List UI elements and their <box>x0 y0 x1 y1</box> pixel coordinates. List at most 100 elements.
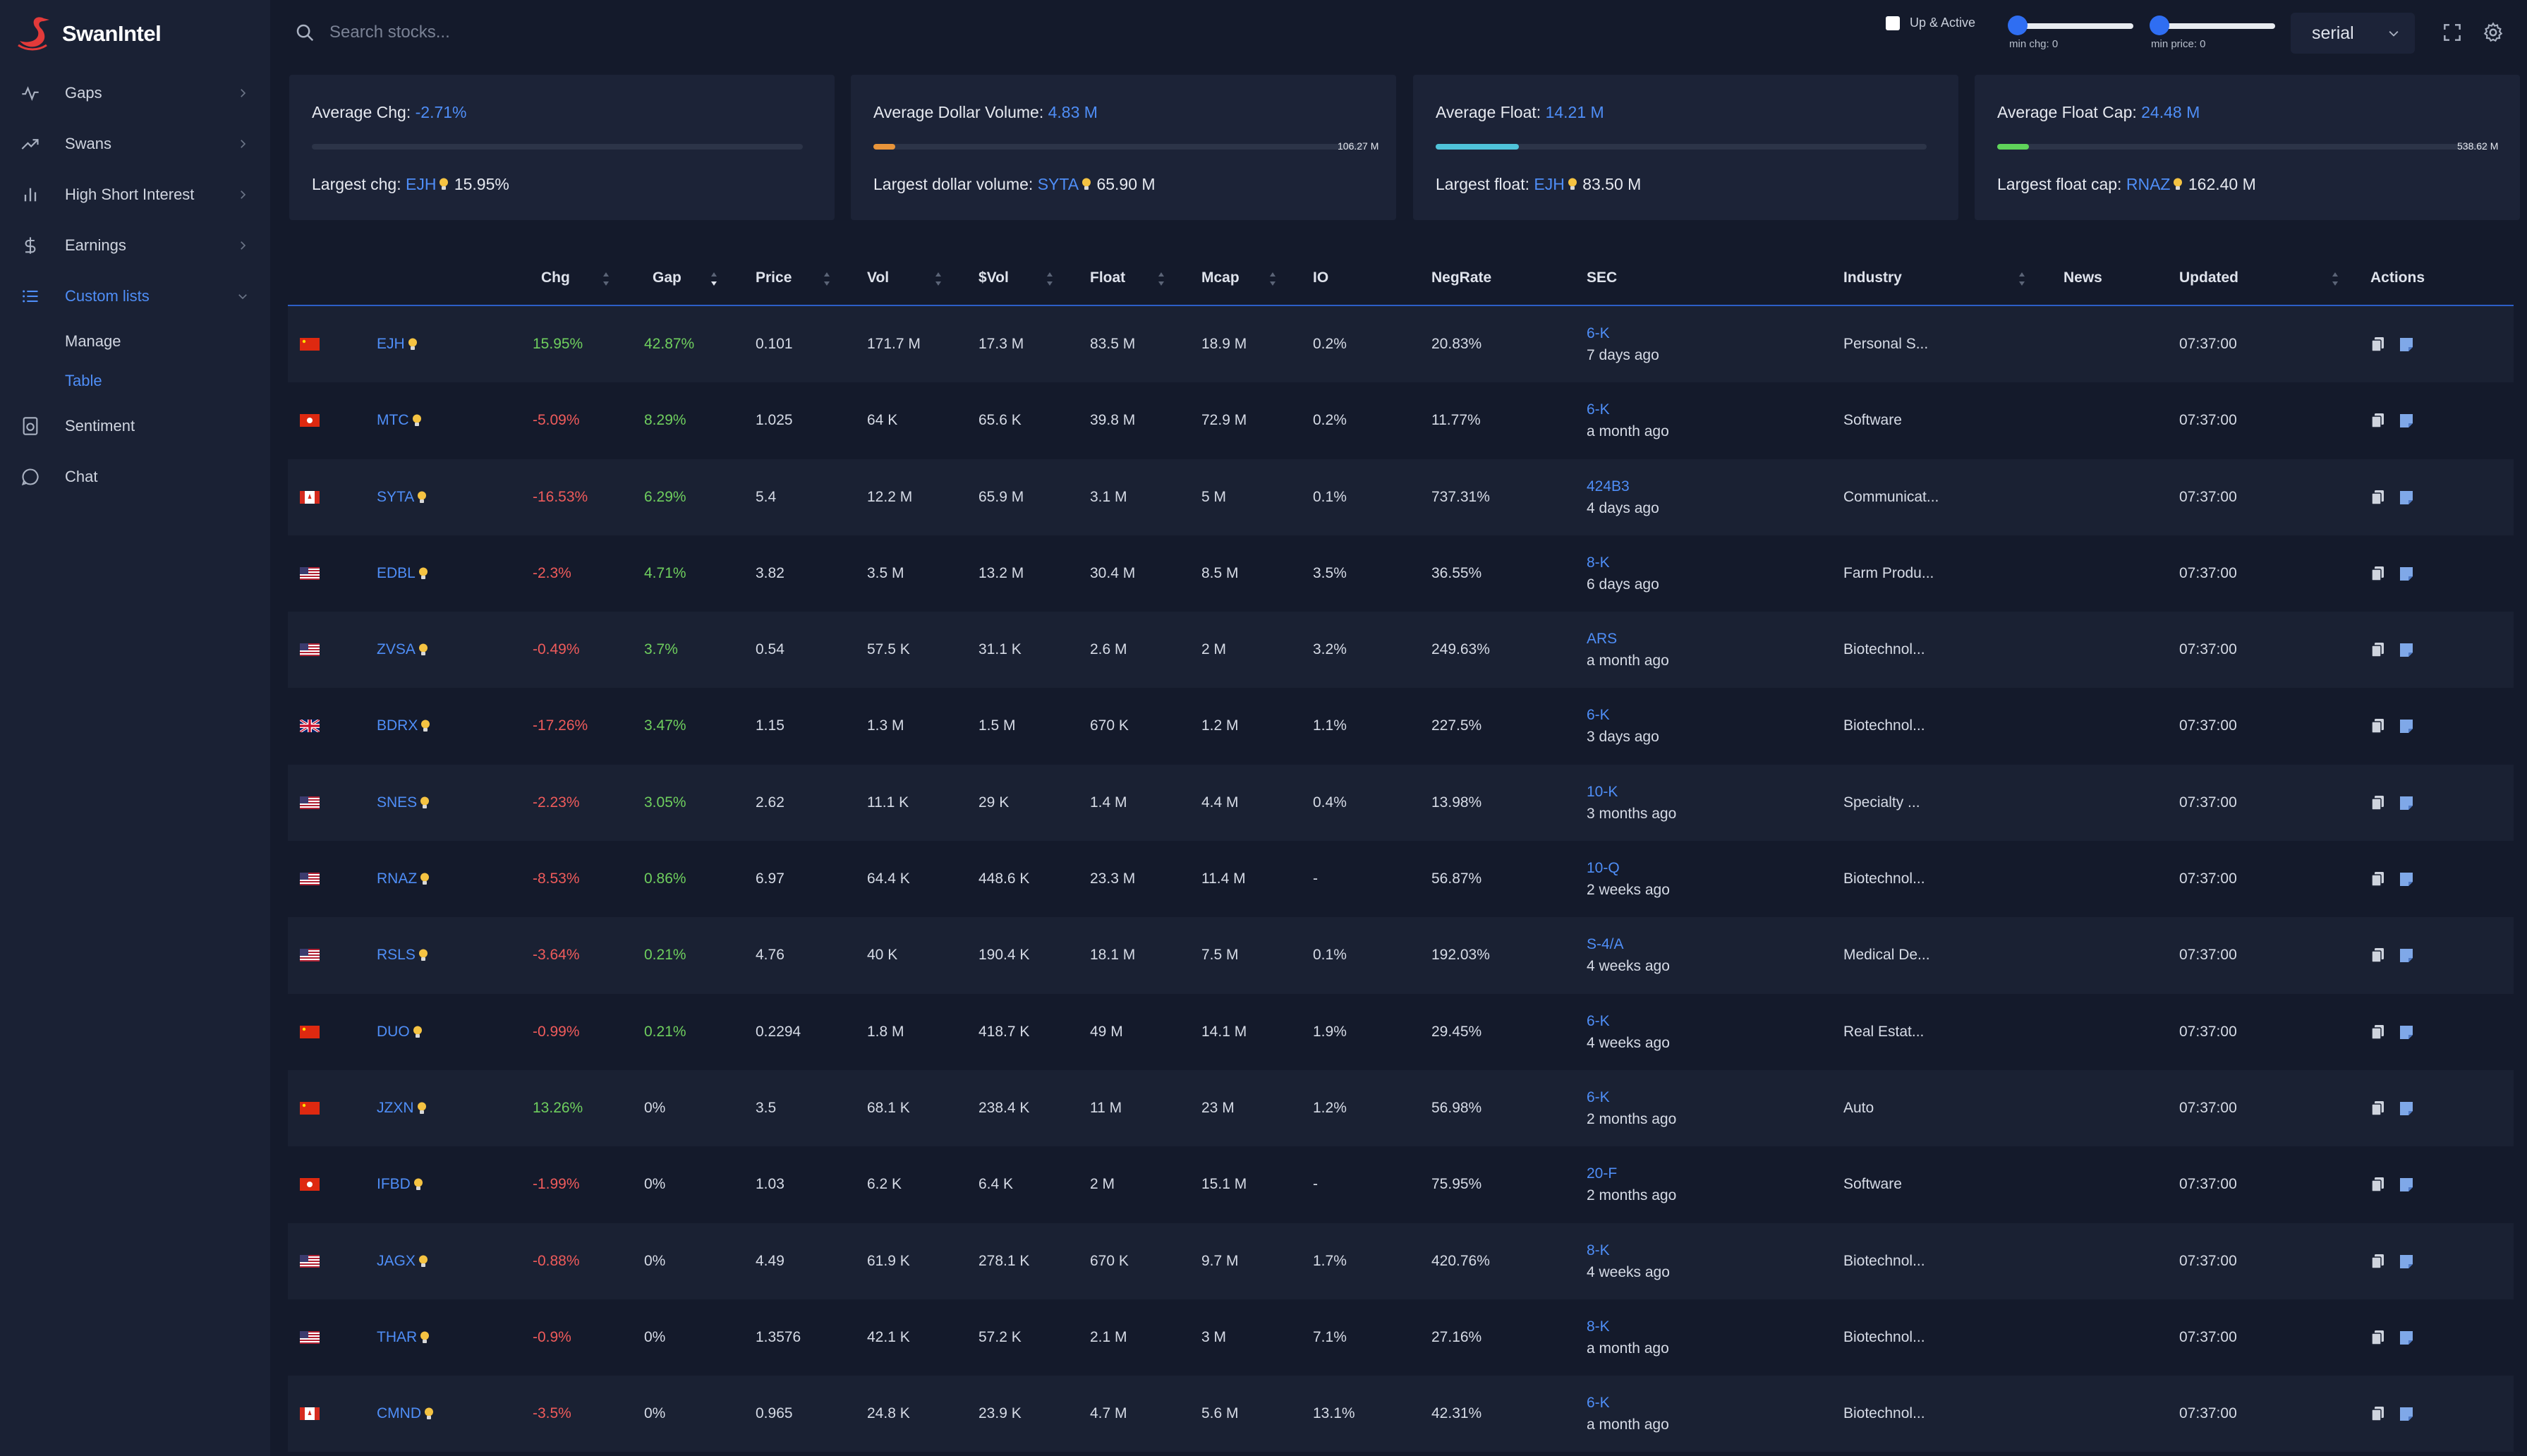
column-header-gap[interactable]: Gap <box>653 269 681 286</box>
column-header-price[interactable]: Price <box>756 269 792 286</box>
ticker-cell[interactable]: EDBL <box>377 535 429 612</box>
copy-icon[interactable] <box>2370 794 2386 811</box>
sec-form-link[interactable]: 424B3 <box>1587 478 1630 495</box>
ticker-symbol[interactable]: BDRX <box>377 717 418 734</box>
table-row[interactable]: BDRX -17.26% 3.47% 1.15 1.3 M 1.5 M 670 K 1.2 M… <box>288 688 2514 765</box>
note-icon[interactable] <box>2399 641 2414 658</box>
column-header-chg[interactable]: Chg <box>541 269 570 286</box>
sidebar-item-gaps[interactable]: Gaps <box>0 68 270 119</box>
sec-form-link[interactable]: S-4/A <box>1587 936 1624 953</box>
sec-form-link[interactable]: 10-K <box>1587 783 1618 800</box>
ticker-cell[interactable]: EJH <box>377 306 418 382</box>
table-row[interactable]: THAR -0.9% 0% 1.3576 42.1 K 57.2 K 2.1 M 3 M 7.1… <box>288 1299 2514 1376</box>
sort-icon[interactable] <box>934 269 943 289</box>
ticker-cell[interactable]: IFBD <box>377 1146 424 1223</box>
ticker-symbol[interactable]: EDBL <box>377 564 416 581</box>
note-icon[interactable] <box>2399 1100 2414 1117</box>
copy-icon[interactable] <box>2370 1100 2386 1117</box>
sec-form-link[interactable]: 10-Q <box>1587 860 1620 877</box>
note-icon[interactable] <box>2399 1176 2414 1193</box>
sort-icon[interactable] <box>2018 269 2026 289</box>
sec-form-link[interactable]: 20-F <box>1587 1165 1618 1182</box>
note-icon[interactable] <box>2399 794 2414 811</box>
copy-icon[interactable] <box>2370 1024 2386 1041</box>
stat-largest-symbol[interactable]: EJH <box>1534 175 1565 193</box>
column-header-industry[interactable]: Industry <box>1843 269 1902 286</box>
column-header-vol[interactable]: Vol <box>867 269 890 286</box>
ticker-symbol[interactable]: DUO <box>377 1023 410 1040</box>
ticker-cell[interactable]: BDRX <box>377 688 431 764</box>
ticker-cell[interactable]: JZXN <box>377 1070 428 1146</box>
copy-icon[interactable] <box>2370 1253 2386 1270</box>
column-header-float[interactable]: Float <box>1090 269 1126 286</box>
table-row[interactable]: DUO -0.99% 0.21% 0.2294 1.8 M 418.7 K 49 M 14.1… <box>288 993 2514 1070</box>
copy-icon[interactable] <box>2370 336 2386 353</box>
ticker-symbol[interactable]: MTC <box>377 412 409 429</box>
settings-button[interactable] <box>2482 21 2504 44</box>
column-header-sec[interactable]: SEC <box>1587 269 1618 286</box>
table-row[interactable]: ZVSA -0.49% 3.7% 0.54 57.5 K 31.1 K 2.6 M 2 M 3.… <box>288 612 2514 688</box>
note-icon[interactable] <box>2399 1329 2414 1346</box>
sec-form-link[interactable]: ARS <box>1587 631 1618 648</box>
ticker-symbol[interactable]: JZXN <box>377 1099 414 1116</box>
copy-icon[interactable] <box>2370 870 2386 887</box>
ticker-cell[interactable]: SNES <box>377 765 430 841</box>
sec-form-link[interactable]: 8-K <box>1587 1318 1610 1335</box>
table-row[interactable]: EDBL -2.3% 4.71% 3.82 3.5 M 13.2 M 30.4 M 8.5 M… <box>288 535 2514 612</box>
note-icon[interactable] <box>2399 947 2414 964</box>
note-icon[interactable] <box>2399 717 2414 734</box>
note-icon[interactable] <box>2399 489 2414 506</box>
table-row[interactable]: JAGX -0.88% 0% 4.49 61.9 K 278.1 K 670 K 9.7 M 1… <box>288 1223 2514 1299</box>
ticker-cell[interactable]: MTC <box>377 382 423 459</box>
table-row[interactable]: RNAZ -8.53% 0.86% 6.97 64.4 K 448.6 K 23.3 M 11… <box>288 841 2514 918</box>
ticker-cell[interactable]: RNAZ <box>377 841 430 917</box>
sidebar-item-chat[interactable]: Chat <box>0 451 270 502</box>
table-row[interactable]: CMND -3.5% 0% 0.965 24.8 K 23.9 K 4.7 M 5.6 M 13… <box>288 1376 2514 1452</box>
column-header-actions[interactable]: Actions <box>2370 269 2425 286</box>
table-row[interactable]: SYTA -16.53% 6.29% 5.4 12.2 M 65.9 M 3.1 M 5 M 0… <box>288 459 2514 535</box>
table-row[interactable]: RSLS -3.64% 0.21% 4.76 40 K 190.4 K 18.1 M 7.5 … <box>288 917 2514 994</box>
note-icon[interactable] <box>2399 1024 2414 1041</box>
column-header-news[interactable]: News <box>2064 269 2102 286</box>
copy-icon[interactable] <box>2370 1329 2386 1346</box>
sidebar-item-high-short-interest[interactable]: High Short Interest <box>0 169 270 220</box>
sec-form-link[interactable]: 6-K <box>1587 707 1610 724</box>
table-row[interactable]: SNES -2.23% 3.05% 2.62 11.1 K 29 K 1.4 M 4.4 M 0… <box>288 764 2514 842</box>
ticker-cell[interactable]: CMND <box>377 1376 435 1452</box>
sort-icon[interactable] <box>1046 269 1054 289</box>
ticker-cell[interactable]: DUO <box>377 994 423 1070</box>
column-header-updated[interactable]: Updated <box>2179 269 2238 286</box>
copy-icon[interactable] <box>2370 412 2386 429</box>
stat-largest-symbol[interactable]: SYTA <box>1037 175 1079 193</box>
copy-icon[interactable] <box>2370 947 2386 964</box>
sidebar-item-earnings[interactable]: Earnings <box>0 220 270 271</box>
ticker-symbol[interactable]: THAR <box>377 1328 418 1345</box>
column-header-dollar-vol[interactable]: $Vol <box>978 269 1009 286</box>
note-icon[interactable] <box>2399 336 2414 353</box>
note-icon[interactable] <box>2399 565 2414 582</box>
sec-form-link[interactable]: 8-K <box>1587 1242 1610 1258</box>
ticker-cell[interactable]: RSLS <box>377 917 429 993</box>
column-header-mcap[interactable]: Mcap <box>1201 269 1240 286</box>
sec-form-link[interactable]: 6-K <box>1587 1088 1610 1105</box>
sidebar-item-custom-lists[interactable]: Custom lists <box>0 271 270 322</box>
copy-icon[interactable] <box>2370 1405 2386 1422</box>
sidebar-item-swans[interactable]: Swans <box>0 119 270 169</box>
note-icon[interactable] <box>2399 870 2414 887</box>
ticker-cell[interactable]: SYTA <box>377 459 428 535</box>
table-row[interactable]: IFBD -1.99% 0% 1.03 6.2 K 6.4 K 2 M 15.1 M - 75.9… <box>288 1146 2514 1223</box>
copy-icon[interactable] <box>2370 489 2386 506</box>
sidebar-subitem-table[interactable]: Table <box>0 361 270 401</box>
stat-largest-symbol[interactable]: EJH <box>405 175 437 193</box>
copy-icon[interactable] <box>2370 565 2386 582</box>
sec-form-link[interactable]: 8-K <box>1587 554 1610 571</box>
sort-icon[interactable] <box>1268 269 1277 289</box>
ticker-symbol[interactable]: JAGX <box>377 1252 416 1269</box>
note-icon[interactable] <box>2399 1405 2414 1422</box>
sec-form-link[interactable]: 6-K <box>1587 325 1610 341</box>
copy-icon[interactable] <box>2370 641 2386 658</box>
up-active-filter[interactable]: Up & Active <box>1886 16 1975 30</box>
sort-icon[interactable] <box>2331 269 2339 289</box>
sec-form-link[interactable]: 6-K <box>1587 401 1610 418</box>
sidebar-item-sentiment[interactable]: Sentiment <box>0 401 270 451</box>
